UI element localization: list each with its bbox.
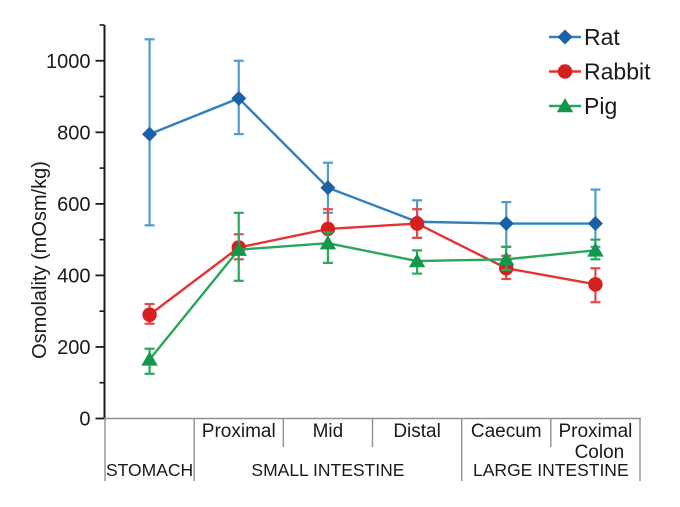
legend-diamond-icon (557, 29, 573, 45)
series-pig (141, 211, 604, 375)
rabbit-marker-circle (142, 307, 157, 322)
rat-marker-diamond (142, 126, 158, 142)
rat-marker-diamond (231, 90, 247, 106)
series-rat (142, 38, 603, 248)
region-label: SMALL INTESTINE (251, 460, 404, 480)
rabbit-marker-circle (588, 277, 603, 292)
pig-marker-triangle (498, 251, 515, 266)
segment-label: Distal (393, 421, 441, 442)
legend: Rat Rabbit Pig (549, 24, 651, 119)
pig-marker-triangle (319, 235, 337, 250)
y-axis: 0 200 400 600 800 1000 Osmolality (mOsm/kg) (29, 24, 106, 431)
y-tick-label: 200 (57, 337, 90, 359)
segment-label: Proximal (558, 421, 632, 442)
series-line-rabbit (148, 222, 596, 316)
rabbit-marker-circle (409, 216, 425, 231)
series-line-pig (148, 242, 596, 361)
x-axis-table: Proximal Mid Distal Caecum ProximalColonSTOM… (104, 417, 641, 481)
legend-item-pig: Pig (549, 93, 617, 119)
series-rabbit (142, 208, 603, 325)
series-line-rat (149, 96, 596, 225)
y-tick-label: 400 (57, 265, 90, 287)
legend-label: Pig (584, 93, 617, 119)
legend-label: Rabbit (584, 59, 651, 85)
rat-marker-diamond (587, 216, 603, 232)
segment-label: Proximal (202, 421, 276, 442)
region-label: LARGE INTESTINE (473, 460, 629, 480)
legend-label: Rat (584, 24, 620, 50)
pig-marker-triangle (587, 242, 604, 257)
legend-item-rabbit: Rabbit (549, 59, 651, 85)
rat-marker-diamond (498, 216, 514, 232)
y-tick-label: 1000 (46, 51, 91, 73)
legend-triangle-icon (556, 98, 574, 113)
y-axis-title: Osmolality (mOsm/kg) (29, 161, 51, 359)
region-label: STOMACH (106, 460, 193, 480)
rat-marker-diamond (320, 180, 336, 196)
y-tick-label: 0 (79, 409, 90, 431)
pig-marker-triangle (230, 241, 247, 256)
segment-label: Mid (313, 421, 344, 442)
legend-item-rat: Rat (549, 24, 620, 50)
y-tick-label: 600 (57, 194, 90, 216)
pig-marker-triangle (141, 351, 158, 366)
segment-label: Caecum (471, 421, 542, 442)
segment-label: Colon (575, 442, 625, 463)
pig-marker-triangle (408, 253, 426, 268)
legend-circle-icon (557, 64, 573, 79)
y-tick-label: 800 (57, 122, 90, 144)
